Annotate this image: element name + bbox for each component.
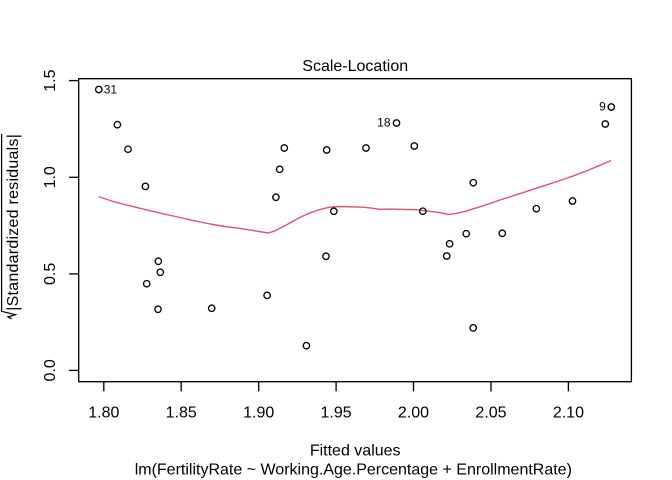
svg-text:9: 9	[599, 99, 606, 113]
svg-text:1.95: 1.95	[321, 404, 352, 421]
svg-text:|Standardized residuals|: |Standardized residuals|	[5, 134, 22, 311]
svg-text:18: 18	[377, 115, 391, 129]
svg-text:2.00: 2.00	[398, 404, 429, 421]
svg-text:1.85: 1.85	[166, 404, 197, 421]
svg-text:0.5: 0.5	[42, 263, 59, 285]
svg-text:2.05: 2.05	[475, 404, 506, 421]
svg-text:Scale-Location: Scale-Location	[302, 58, 408, 75]
svg-text:2.10: 2.10	[553, 404, 584, 421]
svg-text:1.90: 1.90	[243, 404, 274, 421]
svg-text:1.80: 1.80	[88, 404, 119, 421]
svg-text:Fitted values: Fitted values	[310, 442, 401, 459]
svg-text:1.5: 1.5	[42, 69, 59, 91]
svg-text:lm(FertilityRate ~ Working.Age: lm(FertilityRate ~ Working.Age.Percentag…	[135, 461, 572, 478]
svg-text:0.0: 0.0	[42, 359, 59, 381]
svg-text:31: 31	[104, 82, 118, 96]
svg-text:1.0: 1.0	[42, 166, 59, 188]
